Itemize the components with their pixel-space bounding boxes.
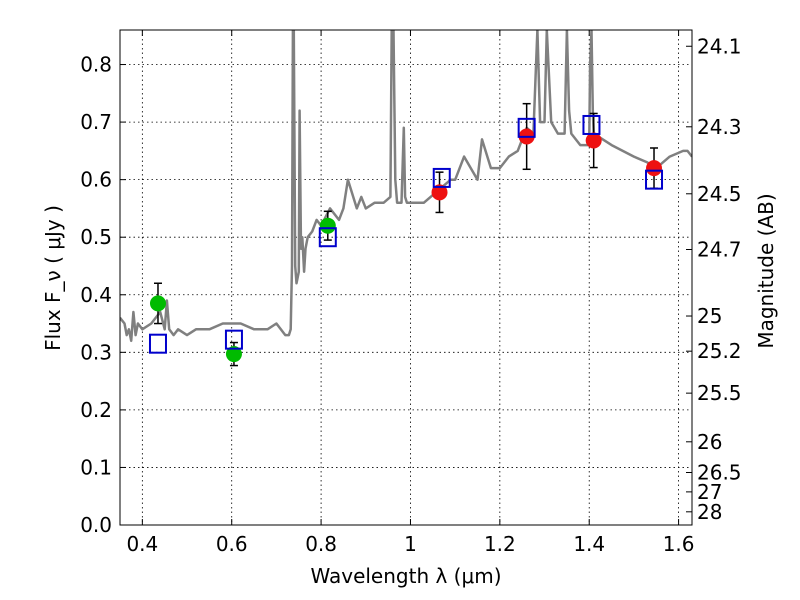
mag-tick-label: 26.5 xyxy=(697,461,742,485)
mag-tick-label: 28 xyxy=(697,500,722,524)
mag-tick-label: 27 xyxy=(697,480,722,504)
y-tick-label: 0.3 xyxy=(80,340,112,364)
y-tick-label: 0.5 xyxy=(80,225,112,249)
x-tick-label: 0.4 xyxy=(126,532,158,556)
mag-tick-label: 26 xyxy=(697,430,722,454)
green-data-point xyxy=(225,346,242,363)
model-square xyxy=(318,227,337,248)
mag-tick-label: 24.3 xyxy=(697,115,742,139)
y-tick-label: 0.0 xyxy=(80,513,112,537)
plot-background xyxy=(120,30,692,525)
x-tick-label: 1.6 xyxy=(663,532,695,556)
x-tick-label: 0.8 xyxy=(305,532,337,556)
mag-tick-label: 24.1 xyxy=(697,34,742,58)
spectrum-layer xyxy=(120,30,692,343)
ticks: 0.4 0.6 0.8 1 1.2 1.4 1.6 0.0 0.1 0.2 0.3 0.4 0.5 0.6… xyxy=(80,30,742,556)
green-data-point xyxy=(319,217,336,234)
spectrum-line xyxy=(120,30,692,343)
x-tick-label: 1 xyxy=(404,532,417,556)
y2-axis-label: Magnitude (AB) xyxy=(754,193,778,348)
y-tick-label: 0.6 xyxy=(80,168,112,192)
model-square xyxy=(645,169,664,190)
y-tick-label: 0.8 xyxy=(80,53,112,77)
y-tick-label: 0.4 xyxy=(80,283,112,307)
mag-tick-label: 25.2 xyxy=(697,339,742,363)
x-axis-label: Wavelength λ (μm) xyxy=(310,564,501,588)
x-tick-label: 0.6 xyxy=(216,532,248,556)
y-axis-label: Flux F_ν ( μJy ) xyxy=(41,205,65,351)
x-tick-label: 1.4 xyxy=(573,532,605,556)
model-square xyxy=(582,114,601,135)
red-data-point xyxy=(431,184,448,201)
y-tick-label: 0.1 xyxy=(80,455,112,479)
grid xyxy=(120,30,692,525)
model-square xyxy=(148,333,167,354)
model-square xyxy=(517,117,536,138)
mag-tick-label: 25 xyxy=(697,304,722,328)
marker-layer xyxy=(148,102,664,367)
mag-tick-label: 24.7 xyxy=(697,238,742,262)
red-data-point xyxy=(585,132,602,149)
model-square xyxy=(224,329,243,350)
mag-tick-label: 24.5 xyxy=(697,182,742,206)
y-tick-label: 0.2 xyxy=(80,398,112,422)
mag-tick-label: 25.5 xyxy=(697,381,742,405)
y-tick-label: 0.7 xyxy=(80,110,112,134)
red-data-point xyxy=(646,160,663,177)
green-data-point xyxy=(149,295,166,312)
model-square xyxy=(432,167,451,188)
x-tick-label: 1.2 xyxy=(484,532,516,556)
plot-frame xyxy=(119,29,693,526)
plot-area: 0.4 0.6 0.8 1 1.2 1.4 1.6 0.0 0.1 0.2 0.3 0.4 0.5 0.6… xyxy=(80,29,742,556)
